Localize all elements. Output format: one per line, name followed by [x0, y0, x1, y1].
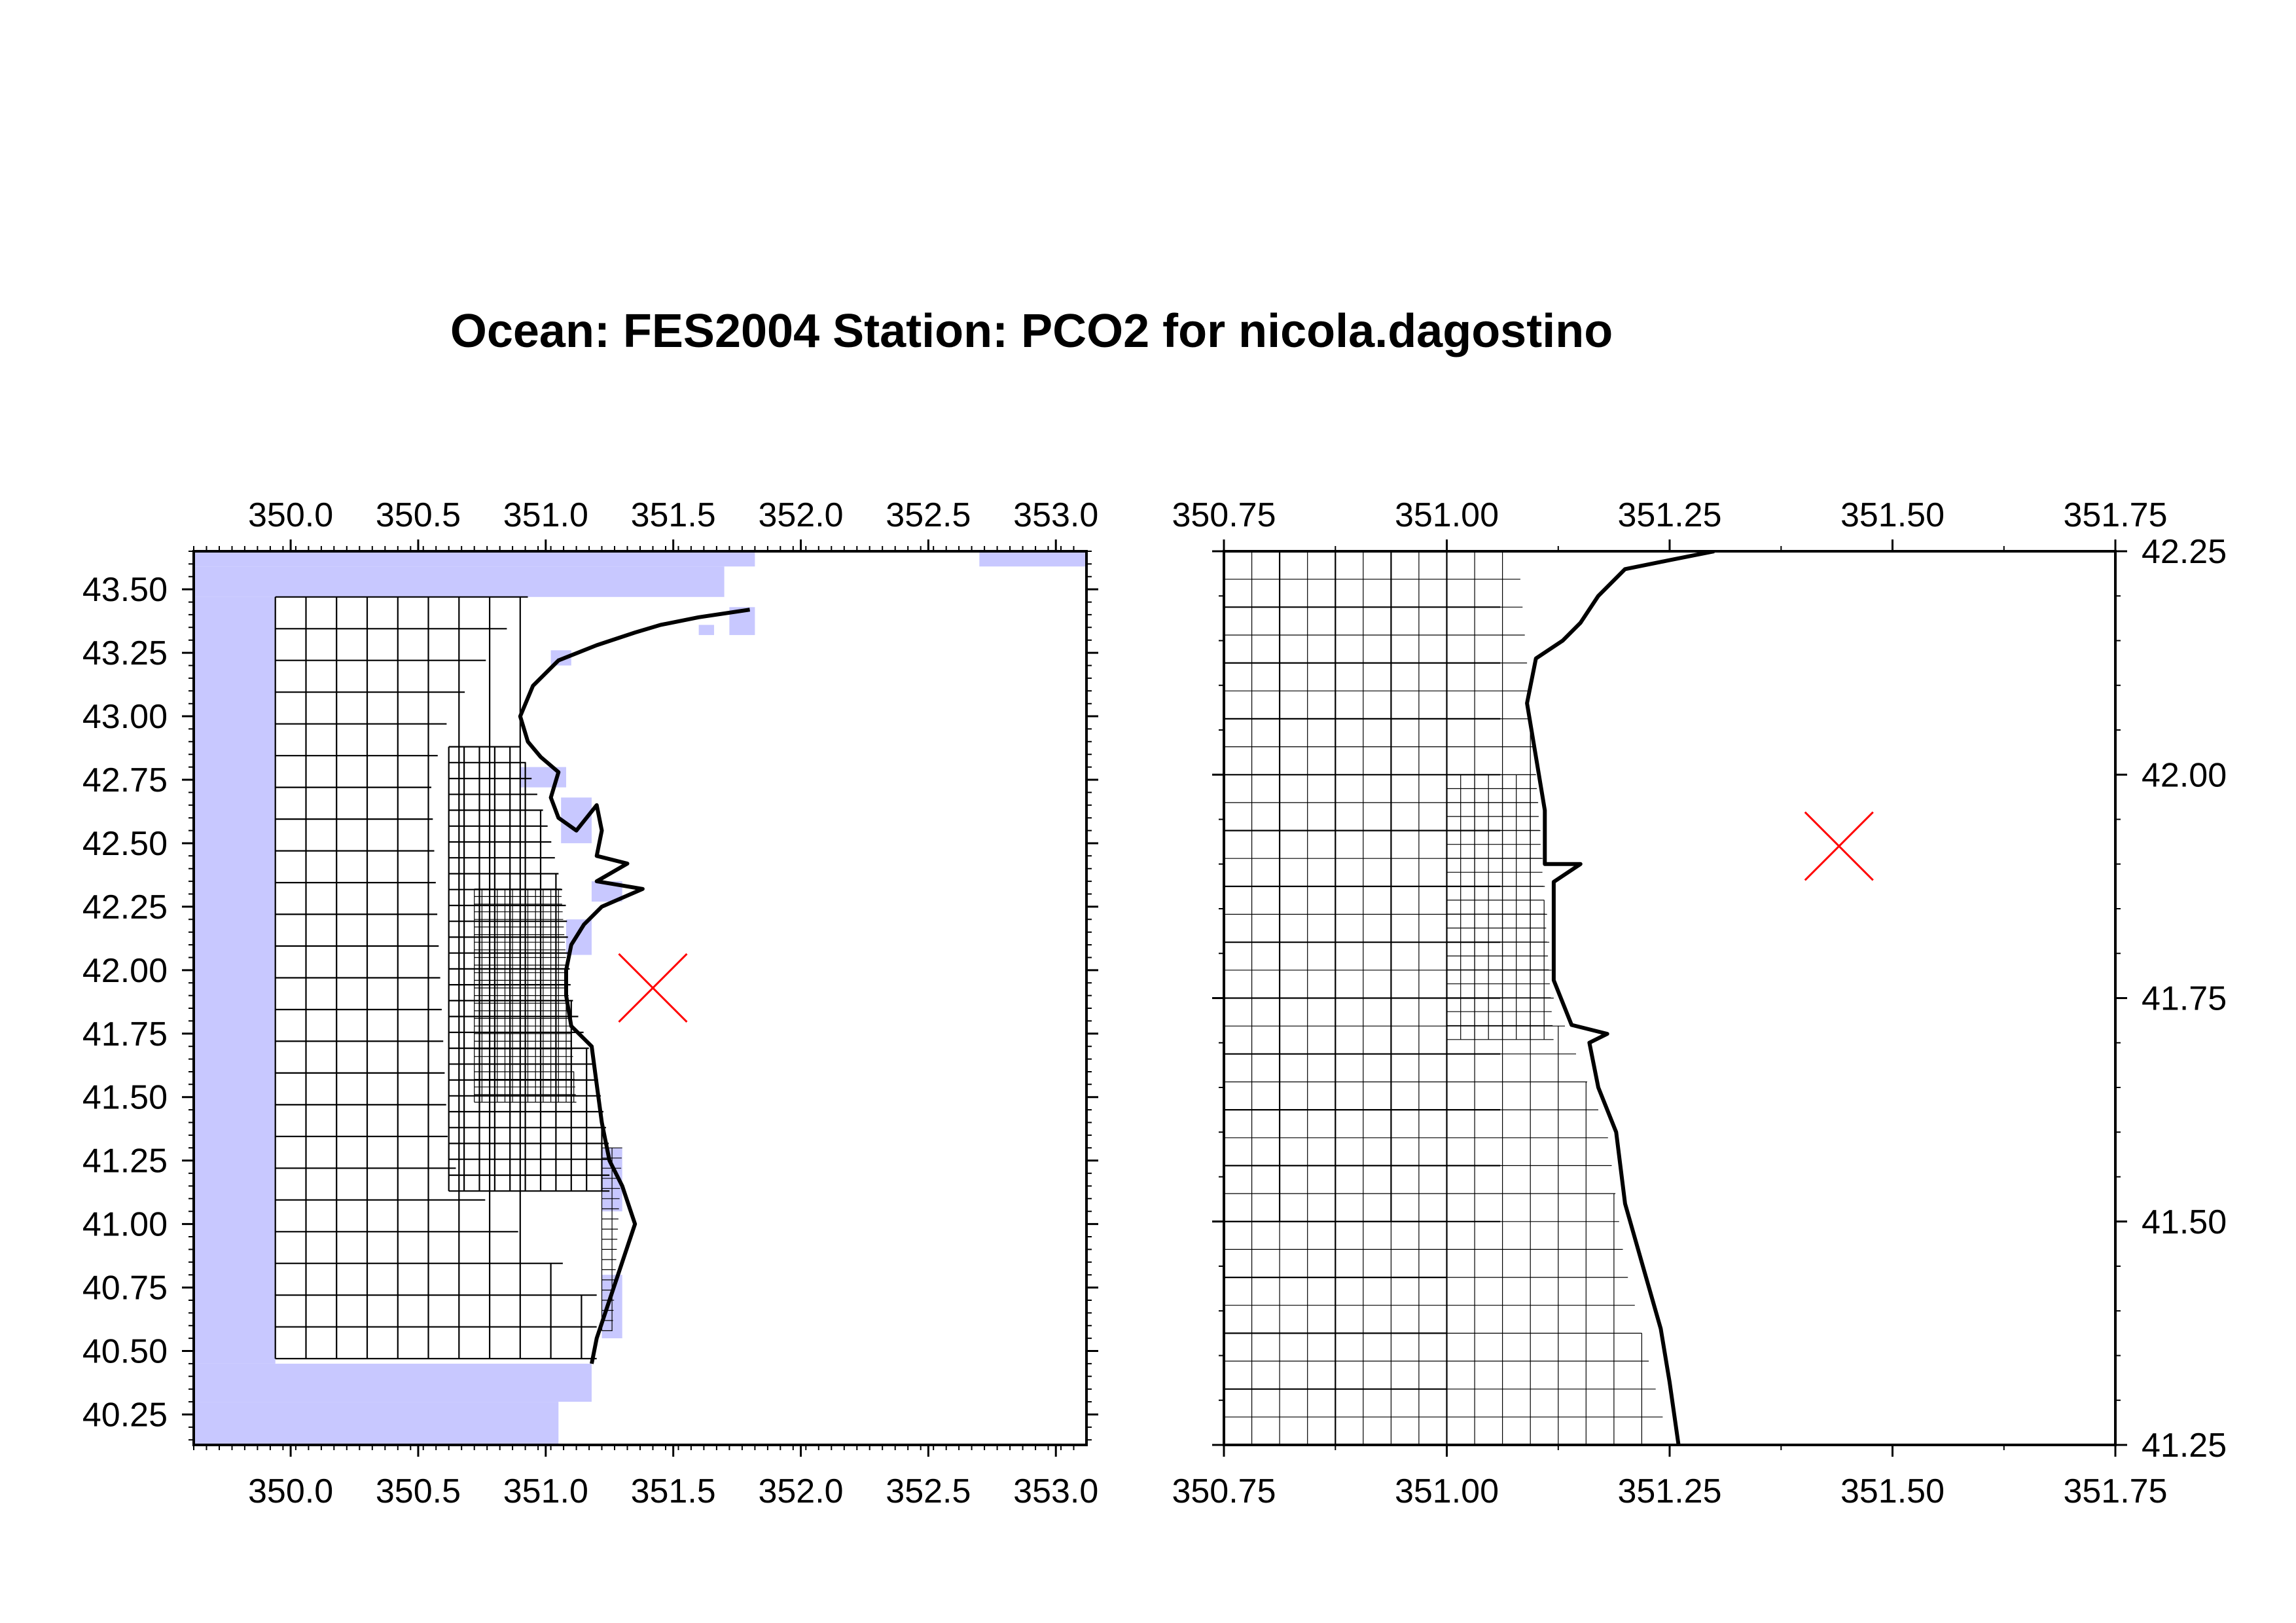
y-tick-label: 41.00: [82, 1206, 168, 1244]
model-grid-layer: [1224, 551, 1670, 1445]
grid-zone: [474, 888, 577, 1103]
y-tick-label: 41.75: [2142, 980, 2227, 1018]
grid-zone: [448, 746, 610, 1192]
figure-title: Ocean: FES2004 Station: PCO2 for nicola.…: [450, 305, 1613, 357]
grid-lines: [274, 596, 597, 1360]
land-mask-cell: [979, 551, 1086, 567]
y-tick-label: 42.75: [82, 761, 168, 799]
x-tick-label: 351.50: [1840, 496, 1945, 534]
coastline: [518, 608, 751, 1364]
station-marker: [1804, 811, 1874, 881]
grid-lines: [1446, 774, 1554, 1040]
station-marker: [618, 953, 688, 1023]
y-tick-label: 41.50: [2142, 1203, 2227, 1241]
x-tick-label: 351.25: [1617, 1472, 1721, 1510]
land-mask-cell: [194, 1402, 559, 1445]
grid-lines: [1224, 1220, 1448, 1445]
left-map-frame: [192, 550, 1088, 1446]
station-cross-stroke: [1804, 811, 1874, 881]
x-tick-label: 351.75: [2063, 1472, 2167, 1510]
x-tick-label: 350.75: [1172, 496, 1276, 534]
x-tick-label: 351.0: [503, 496, 588, 534]
land-mask-layer: [194, 551, 1086, 1445]
x-tick-label: 352.0: [758, 1472, 843, 1510]
x-tick-label: 350.0: [248, 496, 333, 534]
land-mask-cell: [194, 1363, 592, 1402]
x-tick-label: 352.5: [886, 496, 971, 534]
x-tick-label: 351.0: [503, 1472, 588, 1510]
x-tick-label: 352.5: [886, 1472, 971, 1510]
minor-ticks: [188, 546, 1092, 1450]
y-tick-label: 40.50: [82, 1333, 168, 1371]
right-axis-ticks: 350.75 350.75 351.00 351.00 351.25 351.25 351.…: [1172, 496, 2227, 1510]
y-tick-label: 40.75: [82, 1269, 168, 1307]
x-tick-label: 350.75: [1172, 1472, 1276, 1510]
x-tick-label: 350.0: [248, 1472, 333, 1510]
grid-zone: [1224, 1220, 1448, 1445]
x-tick-label: 351.00: [1395, 1472, 1499, 1510]
y-tick-label: 41.25: [82, 1142, 168, 1180]
land-mask-cell: [194, 566, 725, 597]
right-map-panel: 350.75 350.75 351.00 351.00 351.25 351.25 351.…: [1172, 496, 2227, 1510]
grid-lines: [474, 888, 577, 1103]
x-tick-label: 351.75: [2063, 496, 2167, 534]
left-map-panel: 350.0 350.0 350.5 350.5 351.0 351.0 351.5 351.5…: [82, 496, 1098, 1510]
x-tick-label: 351.25: [1617, 496, 1721, 534]
y-tick-label: 42.00: [82, 952, 168, 990]
minor-ticks: [1219, 546, 2121, 1450]
y-tick-label: 40.25: [82, 1396, 168, 1434]
x-tick-label: 352.0: [758, 496, 843, 534]
y-tick-label: 43.25: [82, 634, 168, 672]
x-tick-label: 353.0: [1013, 496, 1098, 534]
y-tick-label: 41.50: [82, 1079, 168, 1117]
x-tick-label: 350.5: [376, 1472, 461, 1510]
left-axis-ticks: 350.0 350.0 350.5 350.5 351.0 351.0 351.5 351.5…: [82, 496, 1098, 1510]
y-tick-label: 43.50: [82, 571, 168, 609]
x-tick-label: 353.0: [1013, 1472, 1098, 1510]
land-mask-cell: [561, 797, 592, 843]
x-tick-label: 351.5: [631, 1472, 716, 1510]
x-tick-label: 351.50: [1840, 1472, 1945, 1510]
y-tick-label: 42.00: [2142, 756, 2227, 794]
land-mask-cell: [194, 551, 755, 567]
coastline-layer: [1525, 551, 1715, 1445]
model-grid-layer: [274, 596, 622, 1360]
coastline: [1525, 551, 1715, 1445]
x-tick-label: 351.00: [1395, 496, 1499, 534]
y-tick-label: 42.25: [82, 888, 168, 926]
coastline-layer: [518, 608, 751, 1364]
y-tick-label: 42.50: [82, 825, 168, 863]
y-tick-label: 42.25: [2142, 533, 2227, 571]
grid-zone: [1446, 774, 1554, 1040]
land-mask-cell: [520, 767, 566, 788]
land-mask-cell: [194, 596, 276, 1364]
y-tick-label: 43.00: [82, 698, 168, 736]
x-tick-label: 350.5: [376, 496, 461, 534]
grid-lines: [448, 746, 610, 1192]
station-cross-stroke: [618, 953, 688, 1023]
grid-zone: [274, 596, 597, 1360]
land-mask-cell: [698, 625, 715, 635]
y-tick-label: 41.75: [82, 1015, 168, 1053]
y-tick-label: 41.25: [2142, 1427, 2227, 1465]
x-tick-label: 351.5: [631, 496, 716, 534]
